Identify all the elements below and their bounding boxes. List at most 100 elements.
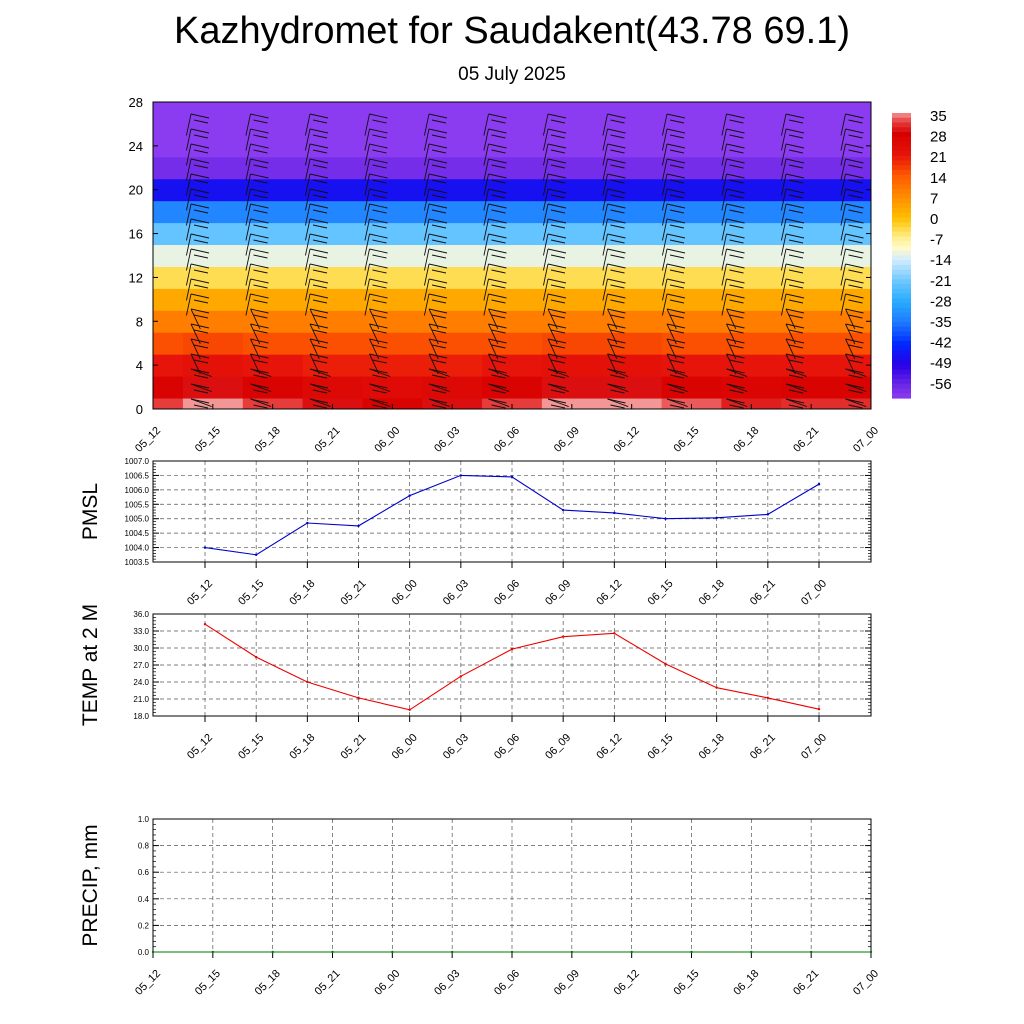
wind-barb	[721, 248, 727, 271]
wind-barb-flag	[369, 218, 388, 224]
wind-barb-flag	[431, 254, 447, 259]
wind-barb	[428, 383, 450, 392]
colorbar-swatch	[892, 298, 911, 304]
colorbar-swatch	[892, 231, 911, 238]
wind-barb-flag	[845, 173, 864, 179]
wind-barb-flag	[369, 188, 388, 194]
heatmap-cell	[182, 112, 244, 136]
wind-barb-flag	[729, 239, 744, 244]
wind-barb	[423, 143, 430, 166]
wind-barb-flag	[372, 134, 387, 139]
wind-barb-flag	[788, 194, 804, 199]
wind-barb	[483, 173, 489, 196]
wind-barb	[840, 188, 846, 211]
wind-barb-flag	[250, 323, 269, 329]
wind-barb-flag	[491, 119, 506, 124]
heatmap-cell	[541, 288, 603, 311]
wind-barb-flag	[369, 263, 388, 269]
wind-barb-flag	[729, 224, 744, 229]
colorbar-swatch	[892, 303, 911, 309]
wind-barb-flag	[431, 314, 447, 319]
heatmap-cell	[841, 178, 871, 202]
y-axis-label: TEMP at 2 M	[79, 604, 102, 726]
wind-barb-flag	[488, 173, 507, 179]
wind-barb-flag	[729, 164, 744, 169]
x-tick-label: 06_06	[492, 732, 522, 762]
wind-barb-flag	[785, 218, 805, 224]
x-tick-label: 05_15	[193, 425, 223, 455]
wind-barb	[780, 143, 787, 166]
wind-barb-flag	[190, 188, 210, 194]
heatmap-cell	[721, 178, 782, 202]
heatmap-cell	[721, 244, 782, 267]
wind-barb	[840, 293, 846, 316]
wind-barb	[423, 278, 430, 301]
wind-barb	[602, 278, 608, 301]
heatmap-cell	[841, 376, 871, 399]
wind-barb-flag	[607, 383, 626, 389]
wind-barb-flag	[250, 278, 269, 284]
wind-barb	[185, 158, 192, 181]
wind-barb-flag	[312, 314, 328, 319]
x-tick-label: 05_21	[313, 425, 343, 455]
colorbar-swatch	[892, 227, 911, 233]
wind-barb-flag	[547, 128, 567, 134]
wind-barb-flag	[312, 374, 328, 379]
wind-barb-flag	[726, 173, 745, 179]
wind-barb-flag	[491, 314, 506, 319]
wind-barb	[483, 263, 489, 286]
wind-barb-flag	[428, 113, 448, 119]
wind-barb-flag	[666, 338, 686, 344]
wind-barb-flag	[193, 254, 209, 259]
colorbar-swatch	[892, 379, 911, 385]
wind-barb-flag	[372, 404, 387, 409]
colorbar-swatch	[892, 279, 911, 285]
wind-barb-flag	[253, 209, 268, 214]
wind-barb	[547, 398, 569, 407]
data-point	[817, 708, 821, 711]
heatmap-cell	[362, 102, 423, 114]
x-tick-label: 07_00	[799, 578, 829, 608]
wind-barb-flag	[369, 248, 388, 254]
colorbar-swatch	[892, 113, 911, 119]
wind-barb-flag	[729, 269, 744, 274]
x-tick-label: 06_03	[432, 425, 462, 455]
wind-barb-flag	[666, 383, 686, 389]
wind-barb-flag	[547, 308, 567, 314]
heatmap-cell	[153, 332, 184, 355]
wind-barb	[602, 173, 608, 196]
heatmap-cell	[541, 156, 603, 180]
wind-barb-flag	[845, 128, 864, 134]
wind-barb-flag	[488, 203, 507, 209]
x-tick-label: 05_15	[236, 732, 266, 762]
wind-barb-flag	[250, 338, 269, 344]
wind-barb-flag	[488, 323, 507, 329]
wind-barb-flag	[610, 134, 625, 139]
wind-barb-flag	[550, 359, 566, 364]
heatmap-cell	[661, 112, 722, 136]
wind-barb-flag	[431, 374, 447, 379]
wind-barb-flag	[491, 299, 506, 304]
y-tick-label: 0.4	[138, 895, 150, 904]
colorbar-label: 0	[930, 211, 938, 228]
heatmap-cell	[661, 244, 722, 267]
colorbar-swatch	[892, 193, 911, 200]
heatmap-cell	[182, 398, 244, 409]
wind-barb-flag	[491, 359, 506, 364]
wind-barb-flag	[669, 119, 685, 124]
wind-barb-flag	[607, 128, 626, 134]
wind-barb-flag	[309, 323, 329, 329]
wind-barb-flag	[312, 329, 328, 334]
wind-barb-flag	[193, 374, 209, 379]
wind-barb-flag	[488, 278, 507, 284]
wind-barb-flag	[193, 134, 209, 139]
wind-barb-flag	[547, 263, 567, 269]
wind-barb	[721, 263, 727, 286]
heatmap-cell	[721, 222, 782, 246]
wind-barb	[785, 368, 807, 377]
y-tick-label: 1004.0	[125, 544, 150, 553]
wind-barb-flag	[312, 134, 328, 139]
heatmap-cell	[601, 310, 663, 333]
wind-barb	[840, 233, 846, 256]
page-title: Kazhydromet for Saudakent(43.78 69.1)	[174, 10, 850, 52]
